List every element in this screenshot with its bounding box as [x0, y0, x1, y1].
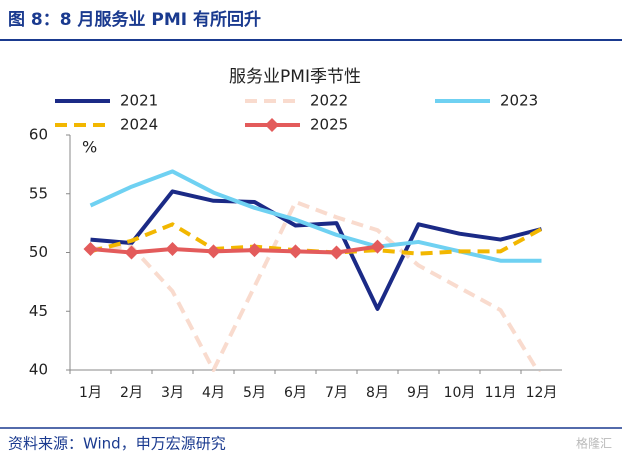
legend-label: 2025: [310, 116, 348, 134]
series-marker: [83, 241, 98, 256]
y-tick-label: 40: [29, 361, 48, 379]
series-marker: [124, 245, 139, 260]
legend-label: 2023: [500, 92, 538, 110]
x-tick-label: 3月: [161, 385, 184, 401]
legend-label: 2022: [310, 92, 348, 110]
x-tick-label: 5月: [243, 385, 266, 401]
series-marker: [165, 241, 180, 256]
x-tick-label: 6月: [284, 385, 307, 401]
x-tick-label: 1月: [79, 385, 102, 401]
series-line: [89, 169, 542, 263]
y-tick-label: 45: [29, 302, 48, 320]
x-tick-label: 7月: [325, 385, 348, 401]
x-tick-label: 4月: [202, 385, 225, 401]
x-tick-label: 2月: [120, 385, 143, 401]
series-marker: [370, 239, 385, 254]
x-tick-label: 12月: [526, 385, 558, 401]
y-tick-label: 50: [29, 243, 48, 261]
y-unit: %: [82, 138, 97, 157]
chart-title: 服务业PMI季节性: [229, 67, 361, 87]
x-tick-label: 11月: [485, 385, 517, 401]
legend-label: 2024: [120, 116, 158, 134]
source: 资料来源：Wind，申万宏源研究: [8, 435, 226, 453]
x-tick-label: 8月: [366, 385, 389, 401]
series-layer: [83, 169, 543, 372]
series-line: [90, 244, 378, 255]
x-tick-label: 9月: [407, 385, 430, 401]
series-marker: [206, 244, 221, 259]
series-marker: [329, 245, 344, 260]
series-marker: [247, 243, 262, 258]
legend-marker: [265, 118, 279, 132]
x-tick-label: 10月: [444, 385, 476, 401]
watermark: 格隆汇: [576, 436, 612, 451]
series-line: [90, 199, 541, 372]
y-tick-label: 55: [29, 184, 48, 202]
legend-label: 2021: [120, 92, 158, 110]
series-line: [90, 189, 542, 311]
y-tick-label: 60: [29, 126, 48, 144]
series-marker: [288, 244, 303, 259]
header-title: 图 8：8 月服务业 PMI 有所回升: [8, 9, 261, 30]
